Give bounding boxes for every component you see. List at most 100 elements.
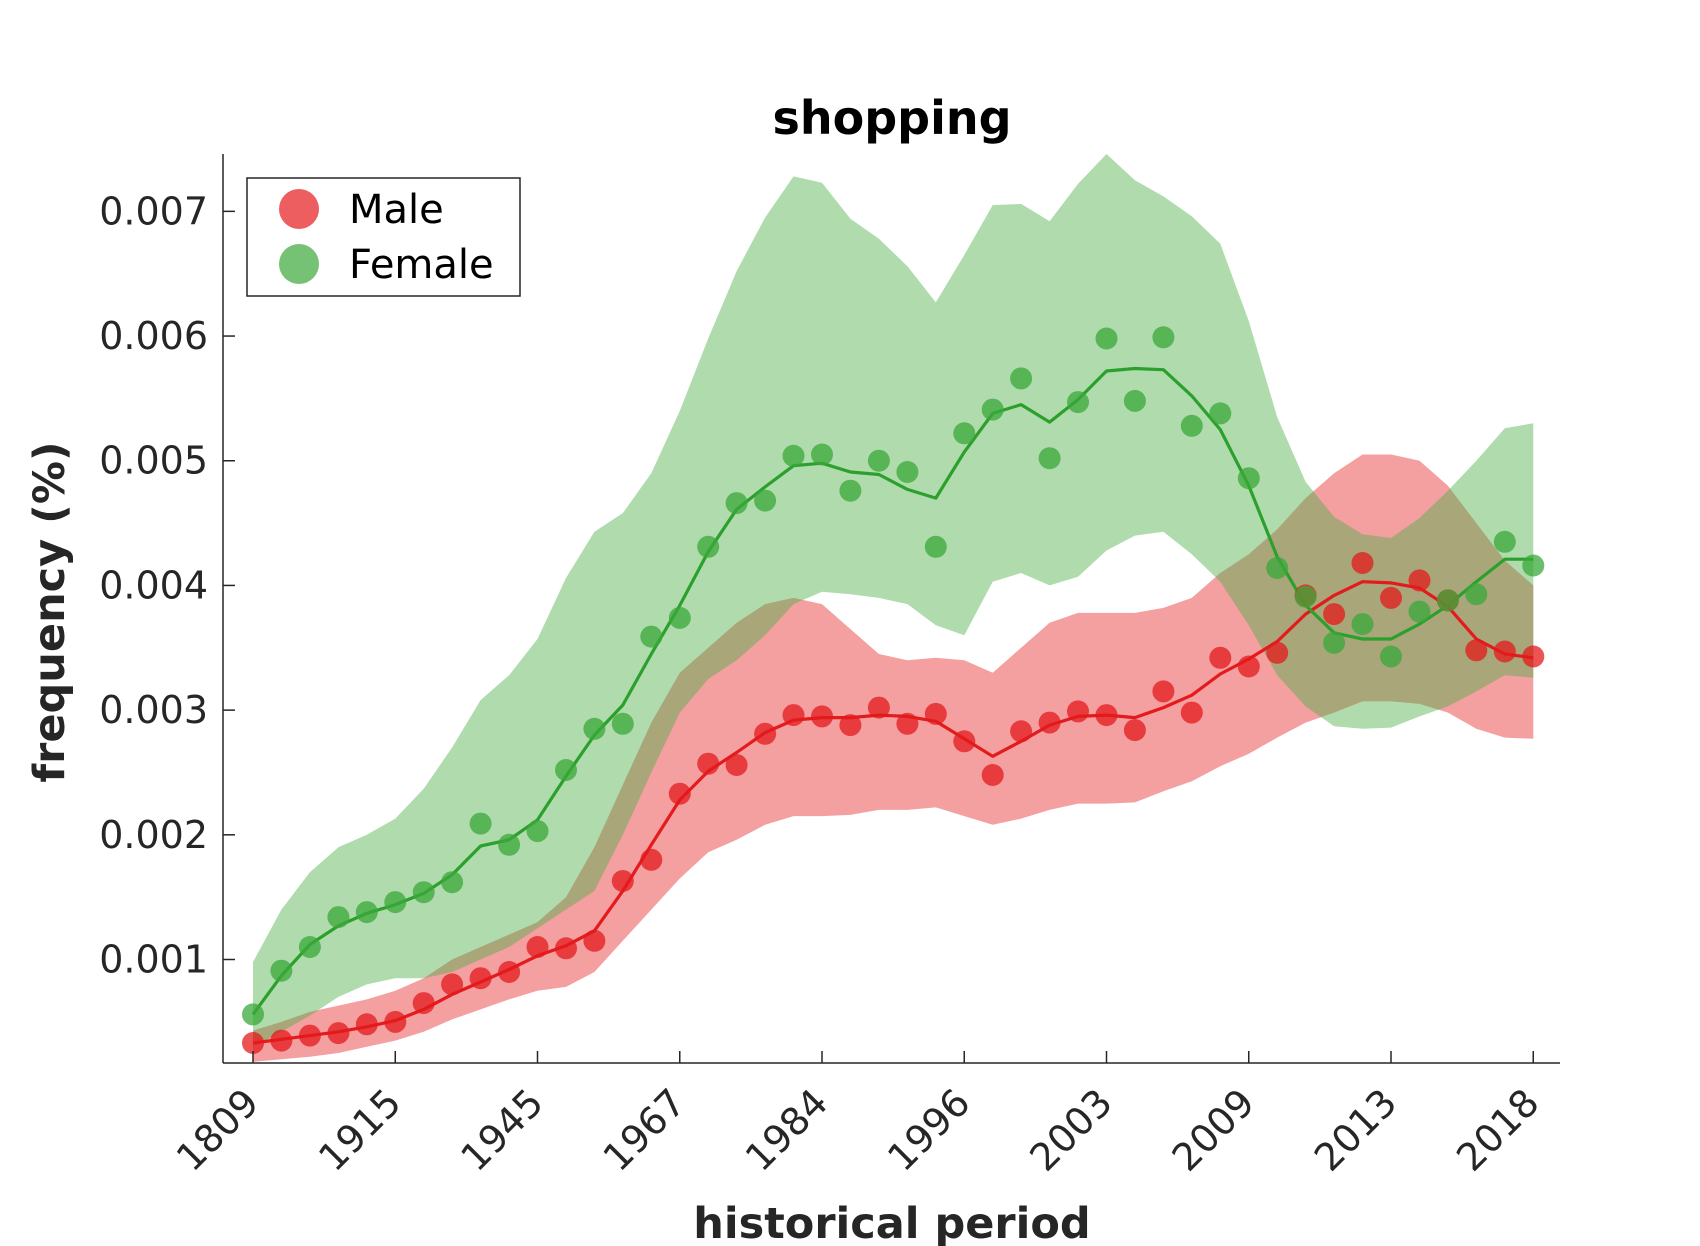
point-male [1465, 639, 1488, 662]
point-male [754, 722, 777, 745]
point-female [1152, 326, 1175, 349]
point-male [498, 961, 521, 983]
point-female [1522, 554, 1545, 577]
point-male [697, 752, 720, 775]
point-female [1436, 589, 1459, 612]
y-tick-label: 0.003 [99, 688, 208, 732]
point-female [327, 906, 350, 929]
legend-marker-female [279, 244, 319, 284]
point-male [384, 1010, 407, 1033]
point-female [924, 535, 947, 558]
point-female [839, 479, 862, 502]
point-male [441, 973, 464, 996]
smoothed-lines [251, 366, 1534, 1045]
point-female [1408, 600, 1431, 623]
point-male [526, 936, 549, 958]
point-male [896, 712, 919, 735]
point-female [1067, 391, 1089, 414]
point-female [697, 535, 720, 558]
point-female [441, 871, 464, 894]
point-female [1123, 389, 1146, 412]
point-male [924, 702, 947, 725]
line-female [251, 366, 1534, 1016]
point-female [412, 881, 435, 904]
y-tick-label: 0.002 [99, 813, 208, 857]
point-male [1266, 641, 1289, 664]
y-tick-label: 0.001 [99, 938, 208, 982]
legend-label-female: Female [349, 242, 494, 288]
confidence-bands [253, 154, 1534, 1062]
point-female [1010, 367, 1033, 390]
point-female [355, 901, 378, 924]
point-male [583, 929, 606, 952]
point-male [725, 754, 748, 776]
point-male [298, 1024, 321, 1047]
point-male [811, 705, 833, 728]
point-male [412, 992, 435, 1015]
point-female [270, 959, 293, 982]
band-male [253, 454, 1534, 1062]
point-female [1266, 557, 1289, 579]
point-male [1351, 552, 1374, 574]
point-female [1209, 402, 1232, 425]
point-female [1237, 467, 1260, 490]
point-male [1180, 701, 1203, 724]
point-male [1522, 645, 1545, 668]
point-female [754, 489, 777, 512]
point-female [298, 936, 321, 958]
y-tick-label: 0.006 [99, 314, 208, 358]
point-male [1038, 711, 1061, 734]
point-male [1209, 646, 1232, 669]
point-male [555, 937, 577, 960]
point-male [611, 870, 634, 892]
point-male [867, 696, 890, 719]
band-female [253, 154, 1534, 1047]
point-female [1038, 447, 1061, 470]
point-female [1294, 585, 1317, 608]
point-male [1408, 569, 1431, 592]
point-male [242, 1032, 264, 1054]
point-male [839, 714, 862, 737]
y-tick-label: 0.007 [99, 189, 208, 233]
point-female [953, 422, 976, 445]
y-tick-label: 0.005 [99, 439, 208, 483]
point-male [1152, 680, 1175, 703]
point-female [526, 820, 549, 843]
point-male [981, 764, 1004, 786]
point-female [384, 891, 407, 914]
point-male [953, 730, 976, 753]
point-male [668, 782, 691, 805]
line-male [252, 580, 1534, 1045]
point-female [1323, 631, 1346, 654]
point-male [1095, 704, 1118, 727]
point-female [498, 833, 521, 856]
legend-label-male: Male [349, 187, 444, 233]
y-axis-label: frequency (%) [25, 441, 75, 782]
point-male [327, 1022, 350, 1045]
y-tick-label: 0.004 [99, 563, 208, 607]
point-male [1237, 655, 1260, 678]
point-female [469, 812, 492, 835]
point-female [555, 759, 577, 781]
legend-marker-male [279, 189, 319, 229]
point-female [611, 712, 634, 735]
point-male [1493, 640, 1516, 663]
chart-title: shopping [772, 91, 1011, 145]
point-female [811, 443, 833, 466]
point-female [1465, 583, 1488, 606]
point-female [583, 717, 606, 740]
point-female [725, 492, 748, 515]
point-female [782, 444, 805, 467]
legend: Male Female [246, 177, 521, 297]
point-male [469, 967, 492, 990]
point-female [896, 461, 919, 483]
point-female [1380, 645, 1402, 668]
data-points [242, 326, 1545, 1054]
point-female [668, 606, 691, 629]
point-female [981, 398, 1004, 421]
point-male [270, 1029, 293, 1052]
axes [222, 154, 1560, 1064]
point-male [782, 704, 805, 727]
point-male [640, 848, 663, 871]
